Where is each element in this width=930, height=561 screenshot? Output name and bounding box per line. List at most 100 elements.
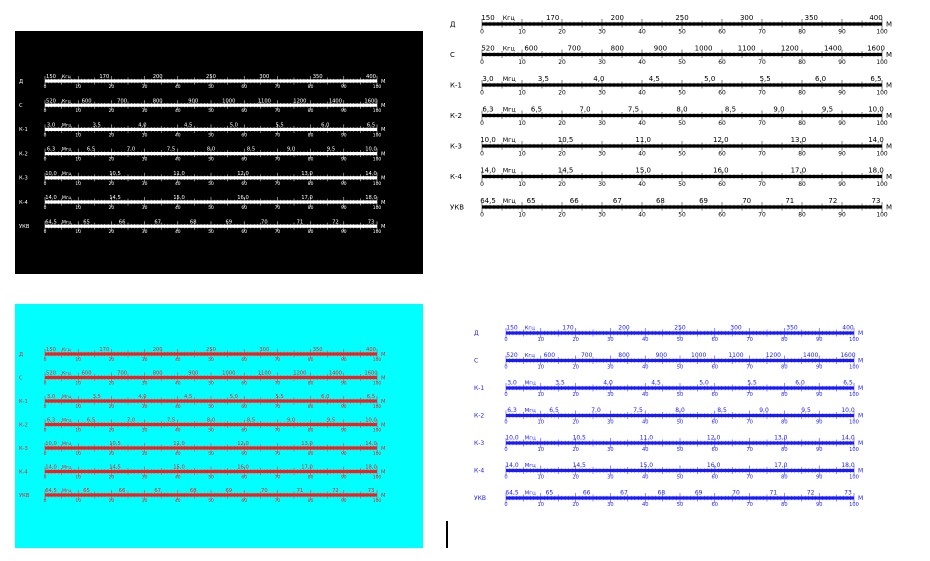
scale-number: 50	[677, 502, 683, 508]
scale-number: 10	[75, 205, 81, 211]
dial-scale-white: Д0 10 20 30 40 50 60 70 80 90 100150 Кгц 170 200 250 30…	[446, 8, 907, 240]
scale-number: 50	[208, 357, 214, 363]
frequency-label: 1200	[293, 98, 306, 104]
unit-label: М	[858, 468, 863, 475]
scale-number: 80	[798, 89, 806, 96]
frequency-label: 65	[83, 488, 90, 494]
frequency-label: 14,5	[109, 465, 121, 471]
frequency-label: 4,0	[138, 123, 146, 129]
scale-number: 20	[109, 498, 115, 504]
frequency-label: 5,0	[699, 380, 709, 387]
band-label: К-4	[19, 200, 29, 206]
unit-label: М	[381, 151, 385, 157]
scale-number: 90	[341, 404, 347, 410]
frequency-label: 16,0	[237, 195, 249, 201]
frequency-label: 72	[807, 490, 815, 497]
scale-number: 10	[75, 381, 81, 387]
scale-number: 30	[598, 211, 606, 218]
scale-number: 20	[109, 157, 115, 163]
scale-number: 70	[758, 120, 766, 127]
scale-number: 50	[677, 337, 683, 343]
scale-number: 40	[638, 120, 646, 127]
frequency-label: 15,0	[635, 167, 651, 175]
scale-number: 90	[341, 451, 347, 457]
scale-number: 30	[607, 447, 613, 453]
frequency-label: 6,5	[87, 418, 95, 424]
scale-number: 20	[572, 337, 578, 343]
scale-number: 80	[308, 404, 314, 410]
scale-number: 10	[538, 447, 544, 453]
scale-number: 50	[208, 132, 214, 138]
scale-number: 80	[781, 447, 787, 453]
frequency-label: 13,0	[774, 435, 788, 442]
scale-number: 80	[781, 365, 787, 371]
scale-number: 80	[308, 428, 314, 434]
frequency-label: 13,0	[301, 441, 313, 447]
scale-number: 0	[44, 84, 47, 90]
scale-number: 80	[781, 502, 787, 508]
scale-number: 100	[876, 89, 888, 96]
scale-number: 70	[275, 428, 281, 434]
frequency-label: 14,5	[558, 167, 574, 175]
frequency-label: 250	[206, 74, 216, 80]
band-label: Д	[474, 330, 479, 337]
frequency-label: 14,0	[45, 195, 57, 201]
band-unit: Мгц	[503, 198, 516, 205]
frequency-label: 900	[654, 45, 667, 53]
band-label: К-1	[474, 385, 484, 392]
scale-number: 40	[642, 475, 648, 481]
scale-number: 60	[241, 229, 247, 235]
scale-number: 60	[718, 89, 726, 96]
frequency-label: 7,0	[127, 147, 135, 153]
frequency-label: 350	[313, 347, 323, 353]
scale-number: 70	[275, 475, 281, 481]
scale-number: 90	[838, 59, 846, 66]
frequency-label: 11,0	[173, 441, 185, 447]
band-unit: Кгц	[503, 15, 515, 22]
frequency-label: 1000	[222, 371, 235, 377]
frequency-label: 73	[844, 490, 852, 497]
frequency-label: 14,0	[480, 167, 496, 175]
scale-number: 10	[75, 108, 81, 114]
scale-number: 50	[208, 451, 214, 457]
scale-number: 40	[175, 475, 181, 481]
band-label: К-4	[474, 468, 484, 475]
scale-number: 40	[175, 381, 181, 387]
frequency-label: 150	[506, 325, 518, 332]
frequency-label: 71	[785, 197, 794, 205]
scale-number: 70	[275, 404, 281, 410]
frequency-label: 1400	[803, 352, 818, 359]
band-label: К-1	[450, 81, 462, 89]
frequency-label: 1600	[867, 45, 885, 53]
scale-number: 40	[175, 428, 181, 434]
band-label: К-4	[19, 469, 29, 475]
scale-number: 60	[712, 475, 718, 481]
scale-number: 20	[109, 108, 115, 114]
scale-number: 60	[718, 181, 726, 188]
scale-number: 80	[308, 229, 314, 235]
scale-number: 70	[758, 59, 766, 66]
frequency-label: 3,5	[93, 123, 101, 129]
unit-label: М	[381, 469, 385, 475]
scale-number: 80	[798, 181, 806, 188]
frequency-label: 7,5	[167, 418, 175, 424]
scale-number: 100	[849, 365, 859, 371]
band-unit: Мгц	[62, 147, 72, 153]
scale-number: 20	[572, 447, 578, 453]
band-label: С	[474, 358, 478, 365]
scale-number: 70	[746, 392, 752, 398]
frequency-label: 300	[259, 347, 269, 353]
frequency-label: 9,0	[773, 106, 784, 114]
scale-number: 20	[109, 229, 115, 235]
scale-number: 70	[275, 205, 281, 211]
scale-number: 60	[718, 120, 726, 127]
scale-number: 30	[598, 120, 606, 127]
scale-number: 100	[373, 181, 382, 187]
scale-number: 0	[504, 447, 507, 453]
frequency-label: 15,0	[173, 465, 185, 471]
scale-number: 10	[75, 157, 81, 163]
scale-number: 80	[308, 475, 314, 481]
scale-number: 80	[308, 357, 314, 363]
frequency-label: 64,5	[45, 219, 57, 225]
scale-number: 90	[816, 392, 822, 398]
